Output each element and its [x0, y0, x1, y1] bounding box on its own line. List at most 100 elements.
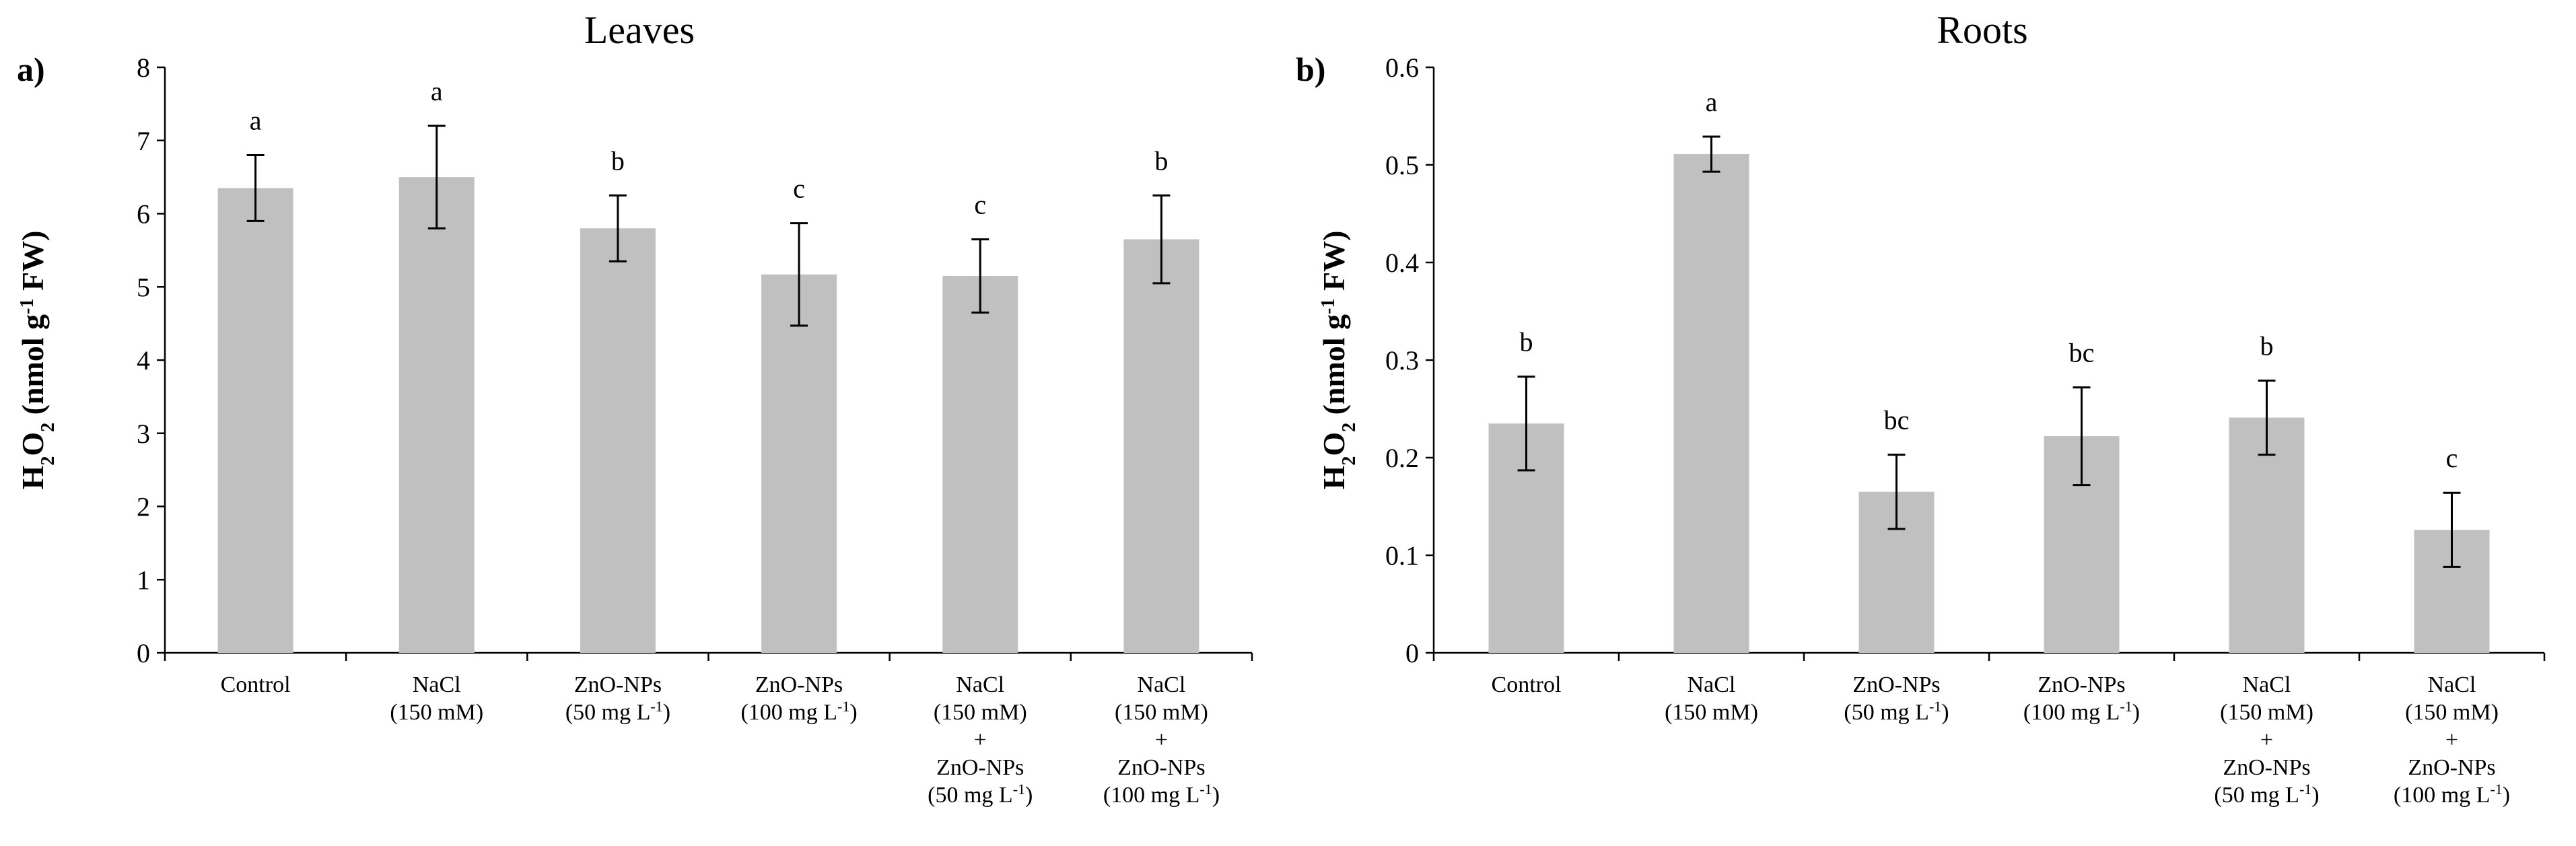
- x-category-label-line: (50 mg L-1): [928, 781, 1033, 808]
- roots-chart: Roots b) H2O2 (nmol g-1 FW) 0 0.1 0.2 0.3 0.4 0.…: [1296, 8, 2546, 808]
- x-category-label-line: +: [974, 728, 987, 752]
- chart-title: Leaves: [584, 8, 695, 52]
- y-tick-label: 8: [137, 52, 150, 83]
- significance-letter: bc: [1884, 405, 1910, 435]
- x-category-label-line: ZnO-NPs: [574, 672, 662, 697]
- x-category-label-line: (50 mg L-1): [1844, 698, 1949, 726]
- error-bar: [246, 154, 265, 222]
- significance-letter: c: [2446, 443, 2458, 473]
- significance-letter: a: [1706, 87, 1718, 117]
- bar: [398, 177, 475, 653]
- error-bar: [2258, 379, 2276, 456]
- x-category-label-line: ZnO-NPs: [2408, 755, 2495, 780]
- x-category-label-line: NaCl: [1687, 672, 1736, 697]
- x-category-label-line: NaCl: [2428, 672, 2476, 697]
- significance-letter: a: [250, 106, 262, 136]
- x-category-label: ZnO-NPs(50 mg L-1): [565, 672, 670, 725]
- significance-letter: a: [431, 76, 443, 106]
- y-tick-label: 5: [137, 272, 150, 302]
- x-category-label-line: +: [1155, 728, 1168, 752]
- y-tick-label: 4: [137, 345, 150, 376]
- x-category-label-line: NaCl: [2243, 672, 2291, 697]
- error-bar: [2443, 491, 2461, 568]
- x-category-label-line: (100 mg L-1): [1103, 781, 1220, 808]
- panel-label: a): [17, 50, 45, 88]
- error-bar: [790, 222, 808, 327]
- x-category-label-line: NaCl: [1138, 672, 1186, 697]
- x-category-label-line: ZnO-NPs: [1852, 672, 1940, 697]
- x-category-label: ZnO-NPs(100 mg L-1): [2023, 672, 2140, 725]
- significance-letter: b: [611, 145, 625, 176]
- x-category-label: NaCl (150 mM): [1665, 672, 1758, 725]
- x-category-label: ZnO-NPs(100 mg L-1): [740, 672, 857, 725]
- y-tick-label: 1: [137, 565, 150, 595]
- significance-letter: c: [793, 174, 805, 204]
- x-category-label-line: +: [2260, 728, 2273, 752]
- x-category-label-line: (150 mM): [2405, 700, 2499, 725]
- x-category-label-line: (50 mg L-1): [565, 698, 670, 726]
- x-category-label-line: NaCl: [413, 672, 461, 697]
- x-category-label-line: (150 mM): [1115, 700, 1208, 725]
- y-tick-label: 0.1: [1385, 540, 1419, 571]
- error-bar: [2073, 386, 2091, 487]
- y-tick-label: 0.4: [1385, 248, 1419, 278]
- x-category-label-line: (50 mg L-1): [2214, 781, 2319, 808]
- error-bar: [1702, 135, 1720, 173]
- x-category-label-line: (150 mM): [390, 700, 483, 725]
- error-bar: [608, 194, 627, 262]
- leaves-chart: Leaves a) H2O2 (nmol g-1 FW) 0 1 2 3 4 5 6 7 8 a Cont…: [15, 8, 1253, 808]
- x-category-label: ZnO-NPs(50 mg L-1): [1844, 672, 1949, 725]
- y-tick-label: 0.2: [1385, 443, 1419, 473]
- error-bar: [427, 125, 446, 230]
- x-category-label-line: ZnO-NPs: [1117, 755, 1205, 780]
- y-tick-label: 7: [137, 126, 150, 156]
- y-axis-label: H2O2 (nmol g-1 FW): [1317, 231, 1360, 490]
- y-tick-label: 2: [137, 492, 150, 522]
- x-category-label: NaCl (150 mM): [390, 672, 483, 725]
- bar: [1123, 239, 1199, 653]
- error-bar: [971, 238, 989, 314]
- error-bar: [1887, 454, 1906, 530]
- x-category-label-line: (150 mM): [1665, 700, 1758, 725]
- x-category-label-line: ZnO-NPs: [936, 755, 1024, 780]
- x-category-label-line: ZnO-NPs: [2038, 672, 2125, 697]
- bar: [1673, 154, 1749, 654]
- x-category-label-line: (150 mM): [934, 700, 1027, 725]
- x-category-label-line: (100 mg L-1): [740, 698, 857, 726]
- bar: [217, 188, 293, 653]
- x-category-label: Control: [1492, 672, 1562, 697]
- y-tick-label: 0: [137, 638, 150, 668]
- x-category-label-line: Control: [1492, 672, 1562, 697]
- bar: [942, 275, 1018, 653]
- x-category-label-line: Control: [221, 672, 291, 697]
- y-tick-label: 0.6: [1385, 52, 1419, 83]
- x-category-label-line: (100 mg L-1): [2394, 781, 2510, 808]
- x-category-label-line: ZnO-NPs: [2223, 755, 2310, 780]
- x-category-label: NaCl (150 mM) + ZnO-NPs(50 mg L-1): [928, 672, 1033, 808]
- x-category-label: NaCl (150 mM) + ZnO-NPs(100 mg L-1): [1103, 672, 1220, 808]
- x-category-label: NaCl (150 mM) + ZnO-NPs(50 mg L-1): [2214, 672, 2319, 808]
- y-tick-label: 6: [137, 199, 150, 230]
- x-category-label: Control: [221, 672, 291, 697]
- x-category-label: NaCl (150 mM) + ZnO-NPs(100 mg L-1): [2394, 672, 2510, 808]
- panel-label: b): [1296, 50, 1325, 88]
- y-tick-label: 0.5: [1385, 150, 1419, 180]
- bar: [761, 274, 837, 653]
- significance-letter: b: [2260, 330, 2274, 361]
- y-tick-label: 0: [1405, 638, 1419, 668]
- x-category-label-line: (100 mg L-1): [2023, 698, 2140, 726]
- y-axis-label: H2O2 (nmol g-1 FW): [15, 231, 59, 490]
- y-tick-label: 0.3: [1385, 345, 1419, 376]
- error-bar: [1517, 376, 1535, 472]
- bar: [2229, 417, 2305, 653]
- significance-letter: b: [1154, 145, 1168, 176]
- x-category-label-line: (150 mM): [2220, 700, 2313, 725]
- x-category-label-line: ZnO-NPs: [755, 672, 843, 697]
- x-category-label-line: +: [2445, 728, 2458, 752]
- significance-letter: bc: [2069, 338, 2095, 368]
- y-tick-label: 3: [137, 419, 150, 449]
- significance-letter: b: [1520, 327, 1533, 357]
- significance-letter: c: [974, 190, 986, 220]
- error-bar: [1152, 194, 1171, 285]
